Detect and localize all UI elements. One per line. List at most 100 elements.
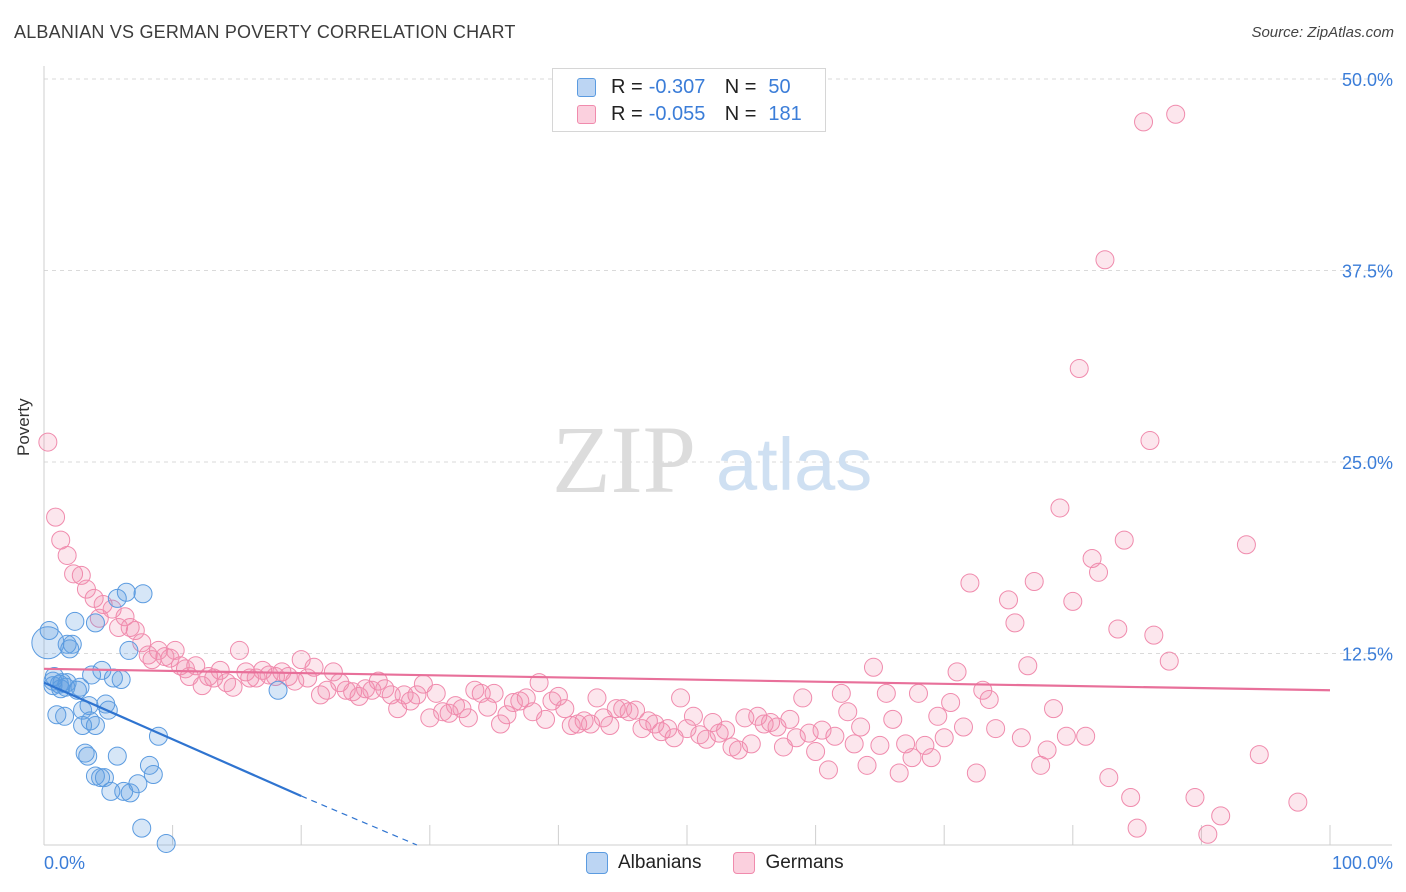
german-point bbox=[1288, 792, 1308, 812]
german-point bbox=[941, 693, 961, 713]
legend-item-albanians[interactable]: Albanians bbox=[586, 852, 701, 874]
albanians-swatch bbox=[577, 77, 596, 97]
german-point bbox=[109, 617, 129, 637]
albanians-points bbox=[31, 582, 288, 853]
german-point bbox=[1140, 431, 1160, 451]
grid-lines bbox=[44, 78, 1392, 654]
albanian-point bbox=[85, 613, 105, 633]
chart-title: ALBANIAN VS GERMAN POVERTY CORRELATION C… bbox=[14, 22, 516, 42]
german-point bbox=[1044, 699, 1064, 719]
german-point bbox=[632, 719, 652, 739]
albanian-point bbox=[156, 833, 176, 853]
legend-item-germans[interactable]: Germans bbox=[733, 852, 844, 874]
albanians-trendline bbox=[43, 681, 302, 797]
german-point bbox=[57, 545, 77, 565]
german-point bbox=[741, 734, 761, 754]
german-point bbox=[1050, 498, 1070, 518]
german-point bbox=[38, 432, 58, 452]
german-point bbox=[1076, 726, 1096, 746]
german-point bbox=[645, 714, 665, 734]
r-label: R = bbox=[611, 102, 643, 125]
german-point bbox=[452, 699, 472, 719]
n-value: 181 bbox=[768, 102, 802, 125]
n-label: N = bbox=[724, 102, 757, 125]
x-tick-label: 100.0% bbox=[1332, 853, 1393, 873]
german-point bbox=[606, 699, 626, 719]
german-point bbox=[831, 683, 851, 703]
correlation-legend: R = -0.307 N = 50 R = -0.055 N = 181 bbox=[552, 68, 826, 132]
german-point bbox=[587, 688, 607, 708]
german-point bbox=[908, 683, 928, 703]
german-point bbox=[210, 660, 230, 680]
german-point bbox=[125, 621, 145, 641]
n-label: N = bbox=[724, 75, 757, 98]
n-value: 50 bbox=[768, 75, 791, 98]
german-point bbox=[1198, 824, 1218, 844]
german-point bbox=[1024, 571, 1044, 591]
german-point bbox=[223, 677, 243, 697]
german-point bbox=[986, 719, 1006, 739]
german-point bbox=[838, 702, 858, 722]
german-point bbox=[1095, 250, 1115, 270]
german-point bbox=[1099, 768, 1119, 788]
albanian-point bbox=[139, 755, 159, 775]
legend-row-germans: R = -0.055 N = 181 bbox=[577, 101, 802, 127]
german-point bbox=[1211, 806, 1231, 826]
german-point bbox=[120, 617, 140, 637]
german-point bbox=[165, 640, 185, 660]
german-point bbox=[999, 590, 1018, 610]
albanian-point bbox=[111, 670, 131, 690]
german-point bbox=[793, 688, 813, 708]
german-point bbox=[780, 709, 800, 729]
german-point bbox=[934, 728, 954, 748]
albanian-point bbox=[119, 640, 139, 660]
german-point bbox=[1063, 591, 1083, 611]
german-point bbox=[1005, 613, 1025, 633]
german-point bbox=[1249, 745, 1269, 765]
german-point bbox=[928, 706, 948, 726]
german-point bbox=[304, 657, 324, 677]
german-point bbox=[857, 755, 877, 775]
y-tick-label: 50.0% bbox=[1342, 70, 1393, 90]
german-point bbox=[754, 714, 774, 734]
germans-label: Germans bbox=[765, 852, 844, 873]
german-point bbox=[115, 607, 135, 627]
albanian-point bbox=[268, 680, 288, 700]
german-point bbox=[407, 685, 427, 705]
german-point bbox=[1108, 619, 1128, 639]
german-point bbox=[1114, 530, 1134, 550]
chart-source: Source: ZipAtlas.com bbox=[1251, 24, 1394, 41]
german-point bbox=[973, 680, 993, 700]
german-point bbox=[870, 735, 890, 755]
german-point bbox=[64, 564, 84, 584]
german-point bbox=[536, 709, 556, 729]
german-point bbox=[548, 686, 568, 706]
german-point bbox=[93, 594, 113, 614]
german-point bbox=[323, 662, 343, 682]
german-point bbox=[671, 688, 691, 708]
german-point bbox=[902, 748, 922, 768]
german-point bbox=[1159, 651, 1179, 671]
german-point bbox=[426, 683, 446, 703]
german-point bbox=[626, 700, 646, 720]
german-point bbox=[844, 734, 864, 754]
german-point bbox=[497, 705, 517, 725]
german-point bbox=[876, 683, 896, 703]
albanian-point bbox=[107, 746, 127, 766]
german-point bbox=[979, 689, 999, 709]
r-value: -0.055 bbox=[648, 102, 706, 125]
albanian-point bbox=[75, 743, 95, 763]
german-point bbox=[1037, 740, 1057, 760]
german-point bbox=[953, 717, 973, 737]
german-point bbox=[966, 763, 986, 783]
albanian-point bbox=[78, 746, 98, 766]
albanians-label: Albanians bbox=[618, 852, 702, 873]
y-tick-label: 12.5% bbox=[1342, 645, 1393, 665]
german-point bbox=[818, 760, 838, 780]
german-point bbox=[593, 708, 613, 728]
trendlines bbox=[43, 667, 1331, 846]
german-point bbox=[1236, 535, 1256, 555]
german-point bbox=[1089, 562, 1109, 582]
german-point bbox=[716, 720, 736, 740]
albanian-point bbox=[133, 584, 153, 604]
